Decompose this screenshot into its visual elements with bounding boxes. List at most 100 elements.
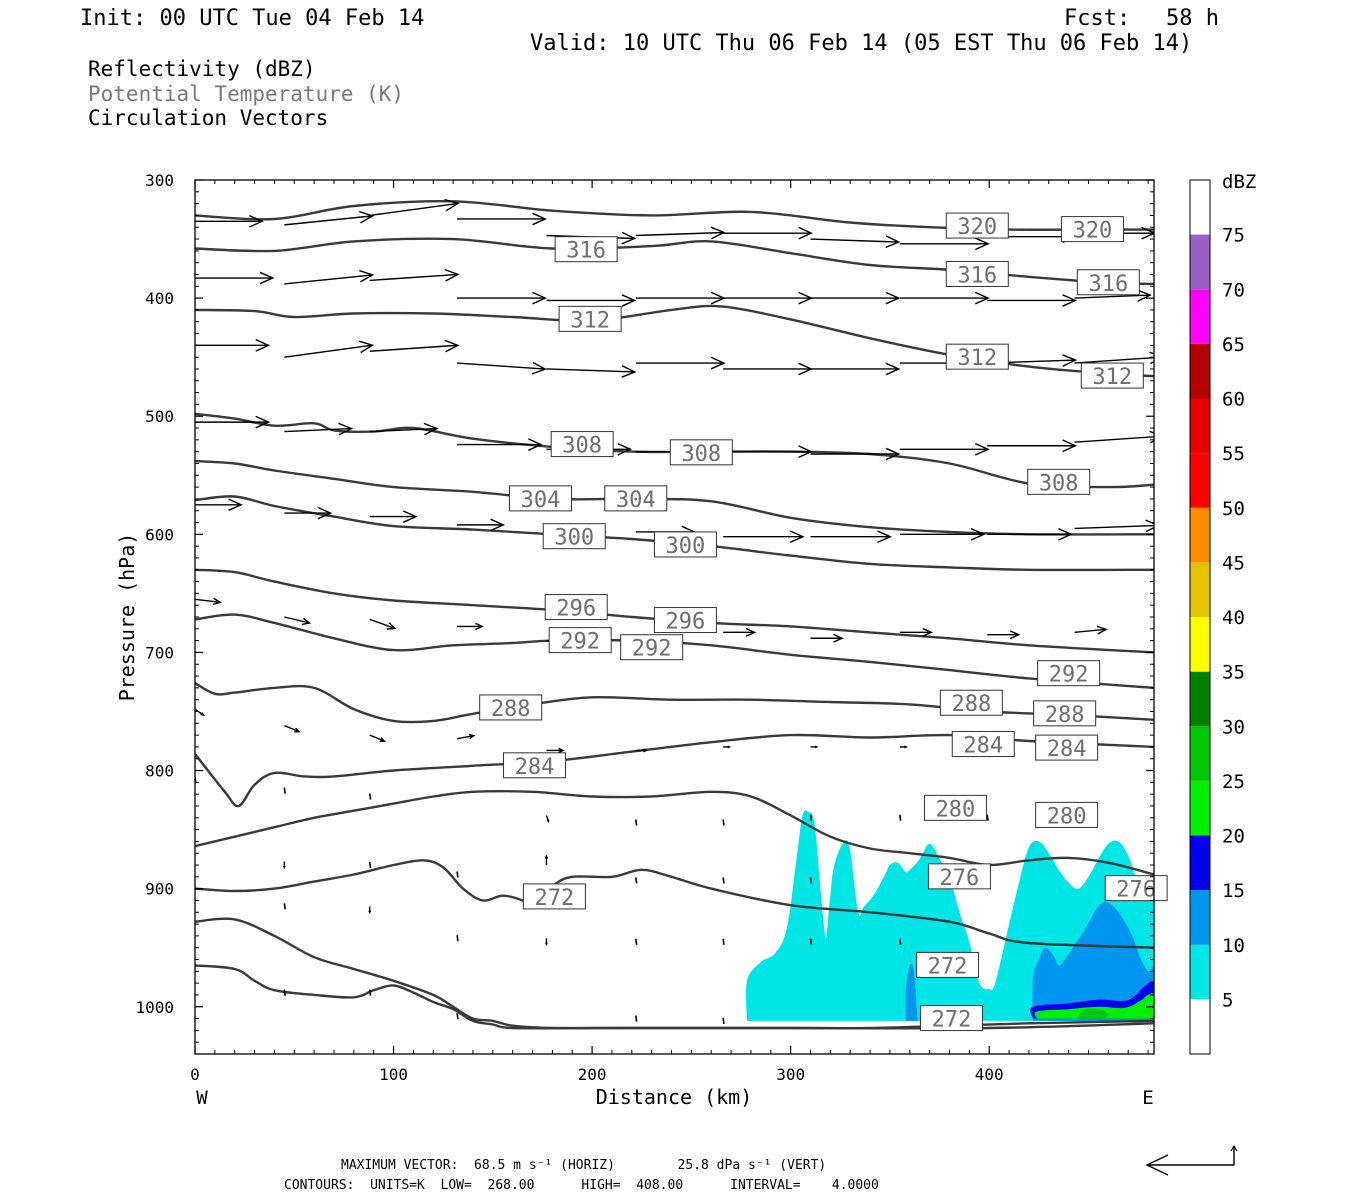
vector-head (904, 745, 908, 749)
circulation-vector (809, 877, 813, 884)
circulation-vector (284, 340, 375, 358)
theta-contour-300 (195, 495, 1154, 572)
contour-label: 304 (508, 485, 572, 513)
vector-head (386, 622, 397, 630)
circulation-vector (1074, 430, 1154, 444)
y-tick-label: 600 (145, 525, 174, 544)
vector-shaft (369, 202, 459, 217)
circulation-vector (546, 365, 637, 378)
vector-head (294, 727, 301, 733)
vector-head (444, 339, 460, 353)
vector-head (885, 447, 901, 461)
vector-shaft (284, 725, 300, 733)
contour-label-text: 304 (616, 488, 656, 513)
circulation-vector (723, 627, 757, 637)
colorbar-bin (1190, 671, 1210, 727)
contour-label-text: 300 (666, 534, 706, 559)
vector-head (617, 442, 633, 456)
contour-label-text: 284 (515, 755, 555, 780)
circulation-vector (986, 814, 989, 821)
circulation-vector (634, 938, 638, 945)
contour-label-box (927, 863, 991, 890)
vector-head (368, 910, 372, 915)
contour-label-box (544, 594, 608, 621)
colorbar-bin (1190, 726, 1210, 781)
vector-shaft (284, 274, 373, 285)
vector-head (798, 226, 813, 240)
circulation-vector (810, 530, 893, 544)
colorbar-tick-label: 35 (1222, 662, 1245, 684)
vector-shaft (456, 1013, 459, 1020)
contour-label-text: 316 (957, 263, 997, 288)
vector-head (885, 362, 901, 376)
contour-label-text: 284 (963, 734, 1003, 759)
vector-shaft (986, 814, 989, 821)
contour-label-text: 292 (632, 637, 672, 662)
contour-label-box (1076, 269, 1140, 296)
colorbar-tick-label: 45 (1222, 552, 1245, 574)
vector-head (490, 518, 506, 532)
circulation-vector (1074, 625, 1108, 635)
contour-label-text: 276 (1116, 878, 1156, 903)
vector-head (643, 748, 649, 753)
theta-contour-268 (195, 964, 1154, 1030)
contour-label-text: 288 (951, 692, 991, 717)
circulation-vector (809, 814, 813, 821)
colorbar-tick-label: 15 (1222, 880, 1245, 902)
circulation-vector (810, 745, 819, 749)
circulation-vector (722, 1017, 725, 1025)
forecast-hour: 58 h (1166, 6, 1219, 31)
contour-label: 300 (653, 531, 717, 559)
contour-label: 304 (604, 485, 668, 513)
circulation-vector (369, 510, 418, 523)
vector-shaft (722, 819, 725, 826)
vector-head (212, 597, 222, 606)
y-tick-label: 500 (145, 407, 174, 426)
vector-head (1058, 527, 1073, 541)
circulation-vector (723, 291, 814, 305)
vector-head (545, 942, 548, 947)
contour-label: 296 (653, 607, 717, 635)
circulation-vector (369, 268, 460, 282)
vector-shaft (634, 877, 638, 884)
x-end-label-west: W (196, 1087, 208, 1109)
contour-label: 288 (479, 694, 543, 722)
y-tick-label: 1000 (135, 998, 174, 1017)
contour-label-text: 280 (1047, 804, 1087, 829)
vector-shaft (634, 938, 638, 945)
vector-head (1096, 625, 1108, 635)
circulation-vector (634, 819, 638, 826)
circulation-vector (723, 745, 732, 749)
contour-label: 308 (550, 431, 614, 459)
vector-head (798, 445, 813, 459)
vector-head (317, 506, 333, 520)
vector-head (745, 627, 757, 637)
x-tick-label: 100 (379, 1065, 408, 1084)
contour-label: 292 (548, 627, 612, 655)
contour-label: 272 (522, 883, 586, 911)
contour-label: 284 (503, 752, 567, 780)
circulation-vector (810, 633, 844, 643)
contour-label-box (669, 439, 733, 466)
contour-label: 280 (923, 794, 987, 822)
contour-label-text: 316 (566, 239, 606, 264)
colorbar-bin (1190, 343, 1210, 399)
contour-label: 296 (544, 594, 608, 622)
contour-label-box (919, 1005, 983, 1032)
vector-head (444, 198, 460, 212)
circulation-vector (369, 618, 397, 630)
vector-head (282, 865, 286, 870)
circulation-vector (284, 210, 375, 226)
contour-label: 316 (945, 260, 1009, 288)
circulation-vector (635, 748, 649, 753)
circulation-vector (899, 745, 908, 749)
circulation-vector (369, 339, 460, 353)
colorbar-tick-label: 55 (1222, 443, 1245, 465)
y-tick-label: 800 (145, 762, 174, 781)
circulation-vector (283, 903, 286, 910)
circulation-vector (899, 527, 986, 541)
colorbar-tick-label: 10 (1222, 935, 1245, 957)
contour-label-box (923, 794, 987, 821)
contour-label-text: 304 (521, 488, 561, 513)
contour-label-text: 316 (1088, 272, 1128, 297)
